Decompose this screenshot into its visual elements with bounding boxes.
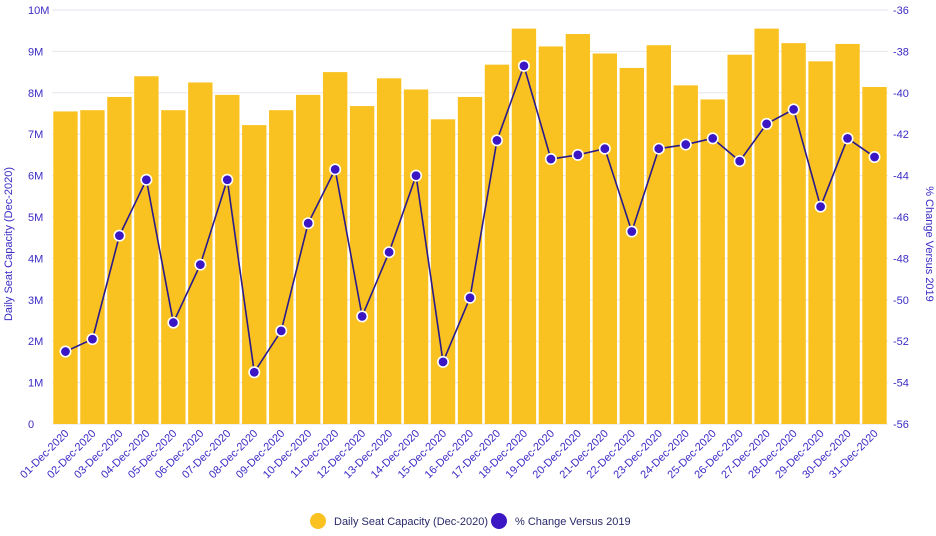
line-point [167,316,180,329]
line-point [383,246,396,259]
line-point [490,134,503,147]
bar [619,67,644,425]
right-tick-label: -48 [893,253,909,265]
bar [403,89,429,424]
left-axis-title: Daily Seat Capacity (Dec-2020) [3,167,15,321]
bar [484,64,510,424]
bar [430,119,456,425]
line-point [544,153,557,166]
bar [188,82,213,424]
line-point [194,258,207,271]
line-point [814,200,827,213]
right-tick-label: -52 [893,336,909,348]
right-tick-label: -42 [893,129,909,141]
right-tick-label: -46 [893,212,909,224]
bar [215,94,240,425]
line-point [679,138,692,151]
right-tick-label: -40 [893,88,909,100]
bar [349,106,375,424]
left-tick-label: 3M [28,295,43,307]
line-point [410,169,423,182]
left-axis-ticks: 0 1M 2M 3M 4M 5M 6M 7M 8M 9M 10M [28,5,49,431]
bar [673,85,698,425]
bar [592,53,618,424]
left-tick-label: 6M [28,171,43,183]
line-point [248,366,261,379]
left-tick-label: 2M [28,336,43,348]
line-point [760,117,773,130]
line-point [221,173,234,186]
bar [565,34,591,425]
legend: Daily Seat Capacity (Dec-2020) % Change … [310,513,631,529]
bar [242,125,267,424]
line-point [598,142,611,155]
left-tick-label: 8M [28,88,43,100]
bar [538,46,564,424]
line-series [59,59,881,379]
line-point [275,324,288,337]
right-tick-label: -54 [893,378,909,390]
bar [808,61,833,424]
line-point [652,142,665,155]
left-tick-label: 7M [28,129,43,141]
legend-swatch-line [491,513,507,529]
legend-label-bar: Daily Seat Capacity (Dec-2020) [334,516,488,528]
right-tick-label: -50 [893,295,909,307]
left-tick-label: 1M [28,378,43,390]
line-point [329,163,342,176]
line-point [733,155,746,168]
line-point [437,355,450,368]
line-point [463,291,476,304]
left-tick-label: 5M [28,212,43,224]
legend-label-line: % Change Versus 2019 [515,516,631,528]
bar [322,72,348,424]
line-point [517,59,530,72]
line-point [868,150,881,163]
line-point [706,132,719,145]
left-tick-label: 0 [28,419,34,431]
right-tick-label: -56 [893,419,909,431]
line-point [841,132,854,145]
bar-series [53,28,887,425]
left-tick-label: 4M [28,253,43,265]
bar [53,111,78,425]
bar [727,54,752,424]
line-point [625,225,638,238]
line-point [113,229,126,242]
right-tick-label: -36 [893,5,909,17]
left-tick-label: 9M [28,46,43,58]
line-point [302,217,315,230]
right-tick-label: -44 [893,171,909,183]
bar [862,87,887,424]
x-axis-ticks: 01-Dec-202002-Dec-202003-Dec-202004-Dec-… [18,428,880,481]
bar [457,96,483,424]
bar [754,28,779,424]
right-axis-title: % Change Versus 2019 [923,186,935,302]
bar [700,99,725,424]
left-tick-label: 10M [28,5,49,17]
bar [835,43,860,425]
line-point [571,148,584,161]
bar [781,43,806,425]
legend-swatch-bar [310,513,326,529]
line-point [356,310,369,323]
bar [80,110,105,425]
line-point [140,173,153,186]
right-axis-ticks: -56 -54 -52 -50 -48 -46 -44 -42 -40 -38 -36 [893,5,909,431]
bar [269,110,294,425]
bar [161,110,186,425]
line-point [86,333,99,346]
line-point [59,345,72,358]
bar [646,45,671,424]
bar [296,94,321,425]
bar [134,76,159,425]
line-point [787,103,800,116]
bar [107,96,132,424]
right-tick-label: -38 [893,46,909,58]
